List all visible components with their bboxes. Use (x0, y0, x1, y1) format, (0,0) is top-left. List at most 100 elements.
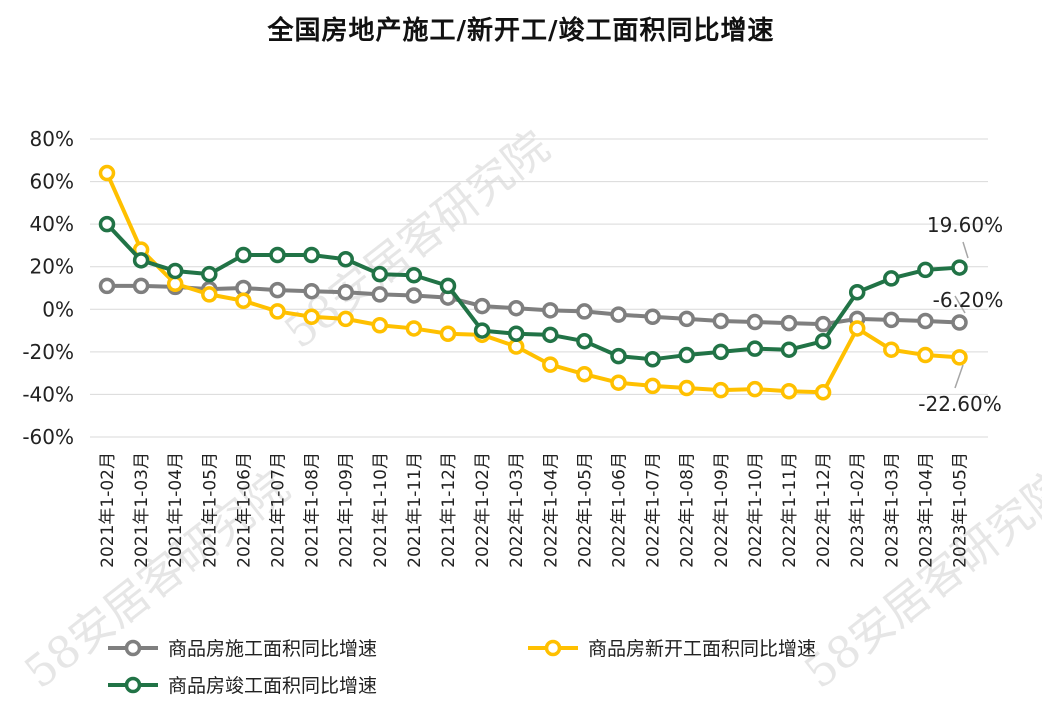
data-point (644, 308, 661, 325)
legend-label: 商品房竣工面积同比增速 (168, 675, 377, 697)
data-point (542, 356, 559, 373)
data-point (917, 346, 934, 364)
y-tick-label: 0% (42, 297, 74, 321)
data-point (712, 381, 730, 399)
data-point (303, 282, 320, 300)
series-0 (98, 277, 968, 333)
x-tick-label: 2023年1-05月 (951, 452, 971, 568)
data-point (678, 346, 695, 364)
data-point (132, 252, 150, 269)
legend-marker (124, 676, 142, 694)
data-point (610, 306, 627, 323)
x-tick-label: 2022年1-09月 (712, 452, 732, 568)
x-tick-label: 2022年1-03月 (507, 452, 527, 568)
data-point (576, 365, 593, 383)
x-tick-label: 2021年1-05月 (200, 452, 220, 568)
y-tick-label: 60% (30, 170, 74, 194)
data-point (542, 302, 559, 319)
series-line (105, 222, 960, 362)
data-point (848, 284, 866, 301)
data-point (98, 215, 116, 233)
data-point (439, 325, 457, 343)
x-tick-label: 2023年1-03月 (882, 452, 902, 568)
data-point (848, 320, 866, 337)
annotation-leader (954, 364, 964, 389)
y-tick-label: -60% (22, 425, 74, 449)
x-tick-label: 2021年1-02月 (98, 452, 118, 568)
data-point (610, 347, 627, 365)
watermark-text: 58安居客研究院 (15, 461, 299, 698)
x-tick-label: 2021年1-06月 (234, 452, 254, 568)
series-layer (98, 164, 968, 401)
data-point (917, 312, 934, 330)
x-tick-label: 2022年1-06月 (610, 452, 630, 568)
data-point (98, 164, 116, 182)
x-tick-label: 2021年1-03月 (132, 452, 152, 568)
data-point (678, 310, 695, 328)
data-point (235, 246, 252, 264)
x-tick-label: 2022年1-11月 (780, 452, 800, 568)
data-point (951, 314, 968, 331)
data-label: 19.60% (927, 213, 1003, 237)
data-point (746, 313, 764, 331)
data-point (439, 277, 457, 295)
data-point (644, 351, 661, 368)
data-point (507, 325, 525, 343)
series-2 (98, 215, 968, 368)
y-tick-label: -40% (22, 382, 74, 406)
data-point (814, 332, 832, 350)
legend-item: 商品房竣工面积同比增速 (108, 675, 377, 697)
data-point (405, 287, 423, 304)
annotations-layer: 19.60% -6.20% -22.60% (918, 213, 1003, 416)
data-point (371, 317, 389, 334)
y-tick-label: 20% (30, 255, 74, 279)
data-point (883, 341, 900, 358)
data-point (371, 286, 389, 303)
legend-marker (124, 639, 142, 657)
annotation-leader (962, 241, 969, 259)
data-point (473, 297, 491, 315)
x-tick-label: 2022年1-07月 (644, 452, 664, 568)
x-tick-label: 2021年1-10月 (371, 452, 391, 568)
data-point (610, 374, 627, 391)
series-line (107, 283, 960, 327)
x-axis-ticks: 2021年1-02月 2021年1-03月 2021年1-04月 2021年1-05月… (98, 452, 971, 568)
legend-label: 商品房施工面积同比增速 (168, 638, 377, 660)
legend-marker (544, 639, 562, 657)
legend-item: 商品房施工面积同比增速 (108, 638, 377, 660)
y-tick-label: -20% (22, 340, 74, 364)
series-line (105, 172, 960, 395)
data-point (712, 343, 730, 361)
data-point (371, 265, 389, 283)
data-point (405, 320, 423, 337)
x-tick-label: 2021年1-08月 (303, 452, 323, 568)
y-axis-ticks: 80% 60% 40% 20% 0% -20% -40% -60% (22, 127, 74, 449)
data-point (951, 349, 968, 366)
data-point (235, 292, 252, 310)
data-point (201, 265, 218, 283)
data-point (780, 341, 798, 358)
x-tick-label: 2023年1-04月 (916, 452, 936, 568)
data-point (201, 286, 218, 303)
data-point (98, 277, 116, 295)
data-point (746, 340, 764, 357)
y-tick-label: 80% (30, 127, 74, 151)
data-point (951, 259, 968, 276)
data-point (746, 380, 764, 398)
data-point (814, 384, 832, 401)
data-point (473, 322, 491, 339)
annotation-leader (954, 295, 966, 314)
data-point (405, 266, 423, 284)
data-point (678, 379, 695, 397)
data-point (917, 261, 934, 279)
x-tick-label: 2022年1-04月 (541, 452, 561, 568)
x-tick-label: 2023年1-02月 (848, 452, 868, 568)
legend-label: 商品房新开工面积同比增速 (588, 638, 816, 660)
data-point (780, 382, 798, 400)
x-tick-label: 2021年1-11月 (405, 452, 425, 568)
data-point (780, 314, 798, 332)
x-tick-label: 2021年1-04月 (166, 452, 186, 568)
data-point (644, 377, 661, 395)
